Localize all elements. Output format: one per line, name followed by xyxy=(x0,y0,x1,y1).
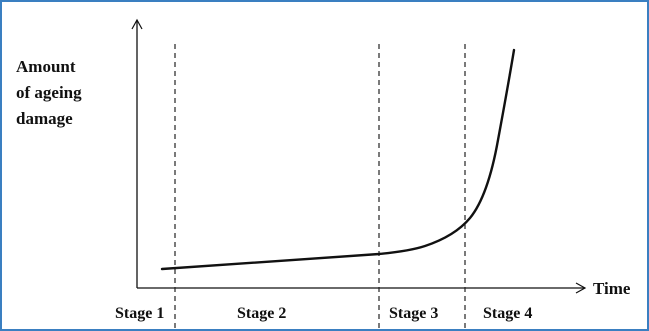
y-axis-label-line-2: of ageing xyxy=(16,83,82,102)
y-axis-label-line-1: Amount xyxy=(16,57,76,76)
y-axis-label-line-3: damage xyxy=(16,109,73,128)
stage-2-label: Stage 2 xyxy=(237,305,286,322)
x-axis-label: Time xyxy=(593,279,631,298)
stage-1-label: Stage 1 xyxy=(115,305,164,322)
stage-4-label: Stage 4 xyxy=(483,305,532,322)
stage-3-label: Stage 3 xyxy=(389,305,438,322)
damage-curve xyxy=(160,48,516,271)
